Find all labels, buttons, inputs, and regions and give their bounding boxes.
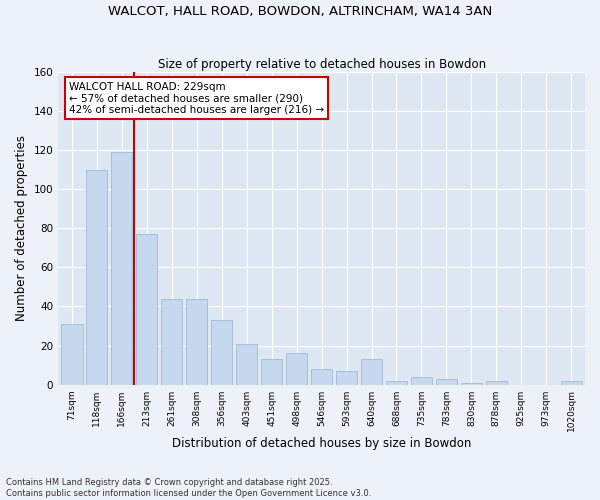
Bar xyxy=(111,152,133,384)
Bar xyxy=(386,380,407,384)
Bar xyxy=(186,298,208,384)
Text: WALCOT, HALL ROAD, BOWDON, ALTRINCHAM, WA14 3AN: WALCOT, HALL ROAD, BOWDON, ALTRINCHAM, W… xyxy=(108,5,492,18)
Bar xyxy=(236,344,257,384)
Bar xyxy=(286,354,307,384)
Bar xyxy=(211,320,232,384)
Bar xyxy=(560,380,582,384)
Bar xyxy=(311,369,332,384)
Bar xyxy=(436,378,457,384)
Bar xyxy=(61,324,83,384)
Bar xyxy=(461,382,482,384)
Bar xyxy=(136,234,157,384)
Bar xyxy=(336,371,357,384)
Bar xyxy=(486,380,507,384)
X-axis label: Distribution of detached houses by size in Bowdon: Distribution of detached houses by size … xyxy=(172,437,471,450)
Bar xyxy=(86,170,107,384)
Bar xyxy=(261,359,282,384)
Bar xyxy=(411,377,432,384)
Text: WALCOT HALL ROAD: 229sqm
← 57% of detached houses are smaller (290)
42% of semi-: WALCOT HALL ROAD: 229sqm ← 57% of detach… xyxy=(69,82,324,114)
Title: Size of property relative to detached houses in Bowdon: Size of property relative to detached ho… xyxy=(158,58,485,71)
Text: Contains HM Land Registry data © Crown copyright and database right 2025.
Contai: Contains HM Land Registry data © Crown c… xyxy=(6,478,371,498)
Y-axis label: Number of detached properties: Number of detached properties xyxy=(15,136,28,322)
Bar xyxy=(361,359,382,384)
Bar xyxy=(161,298,182,384)
